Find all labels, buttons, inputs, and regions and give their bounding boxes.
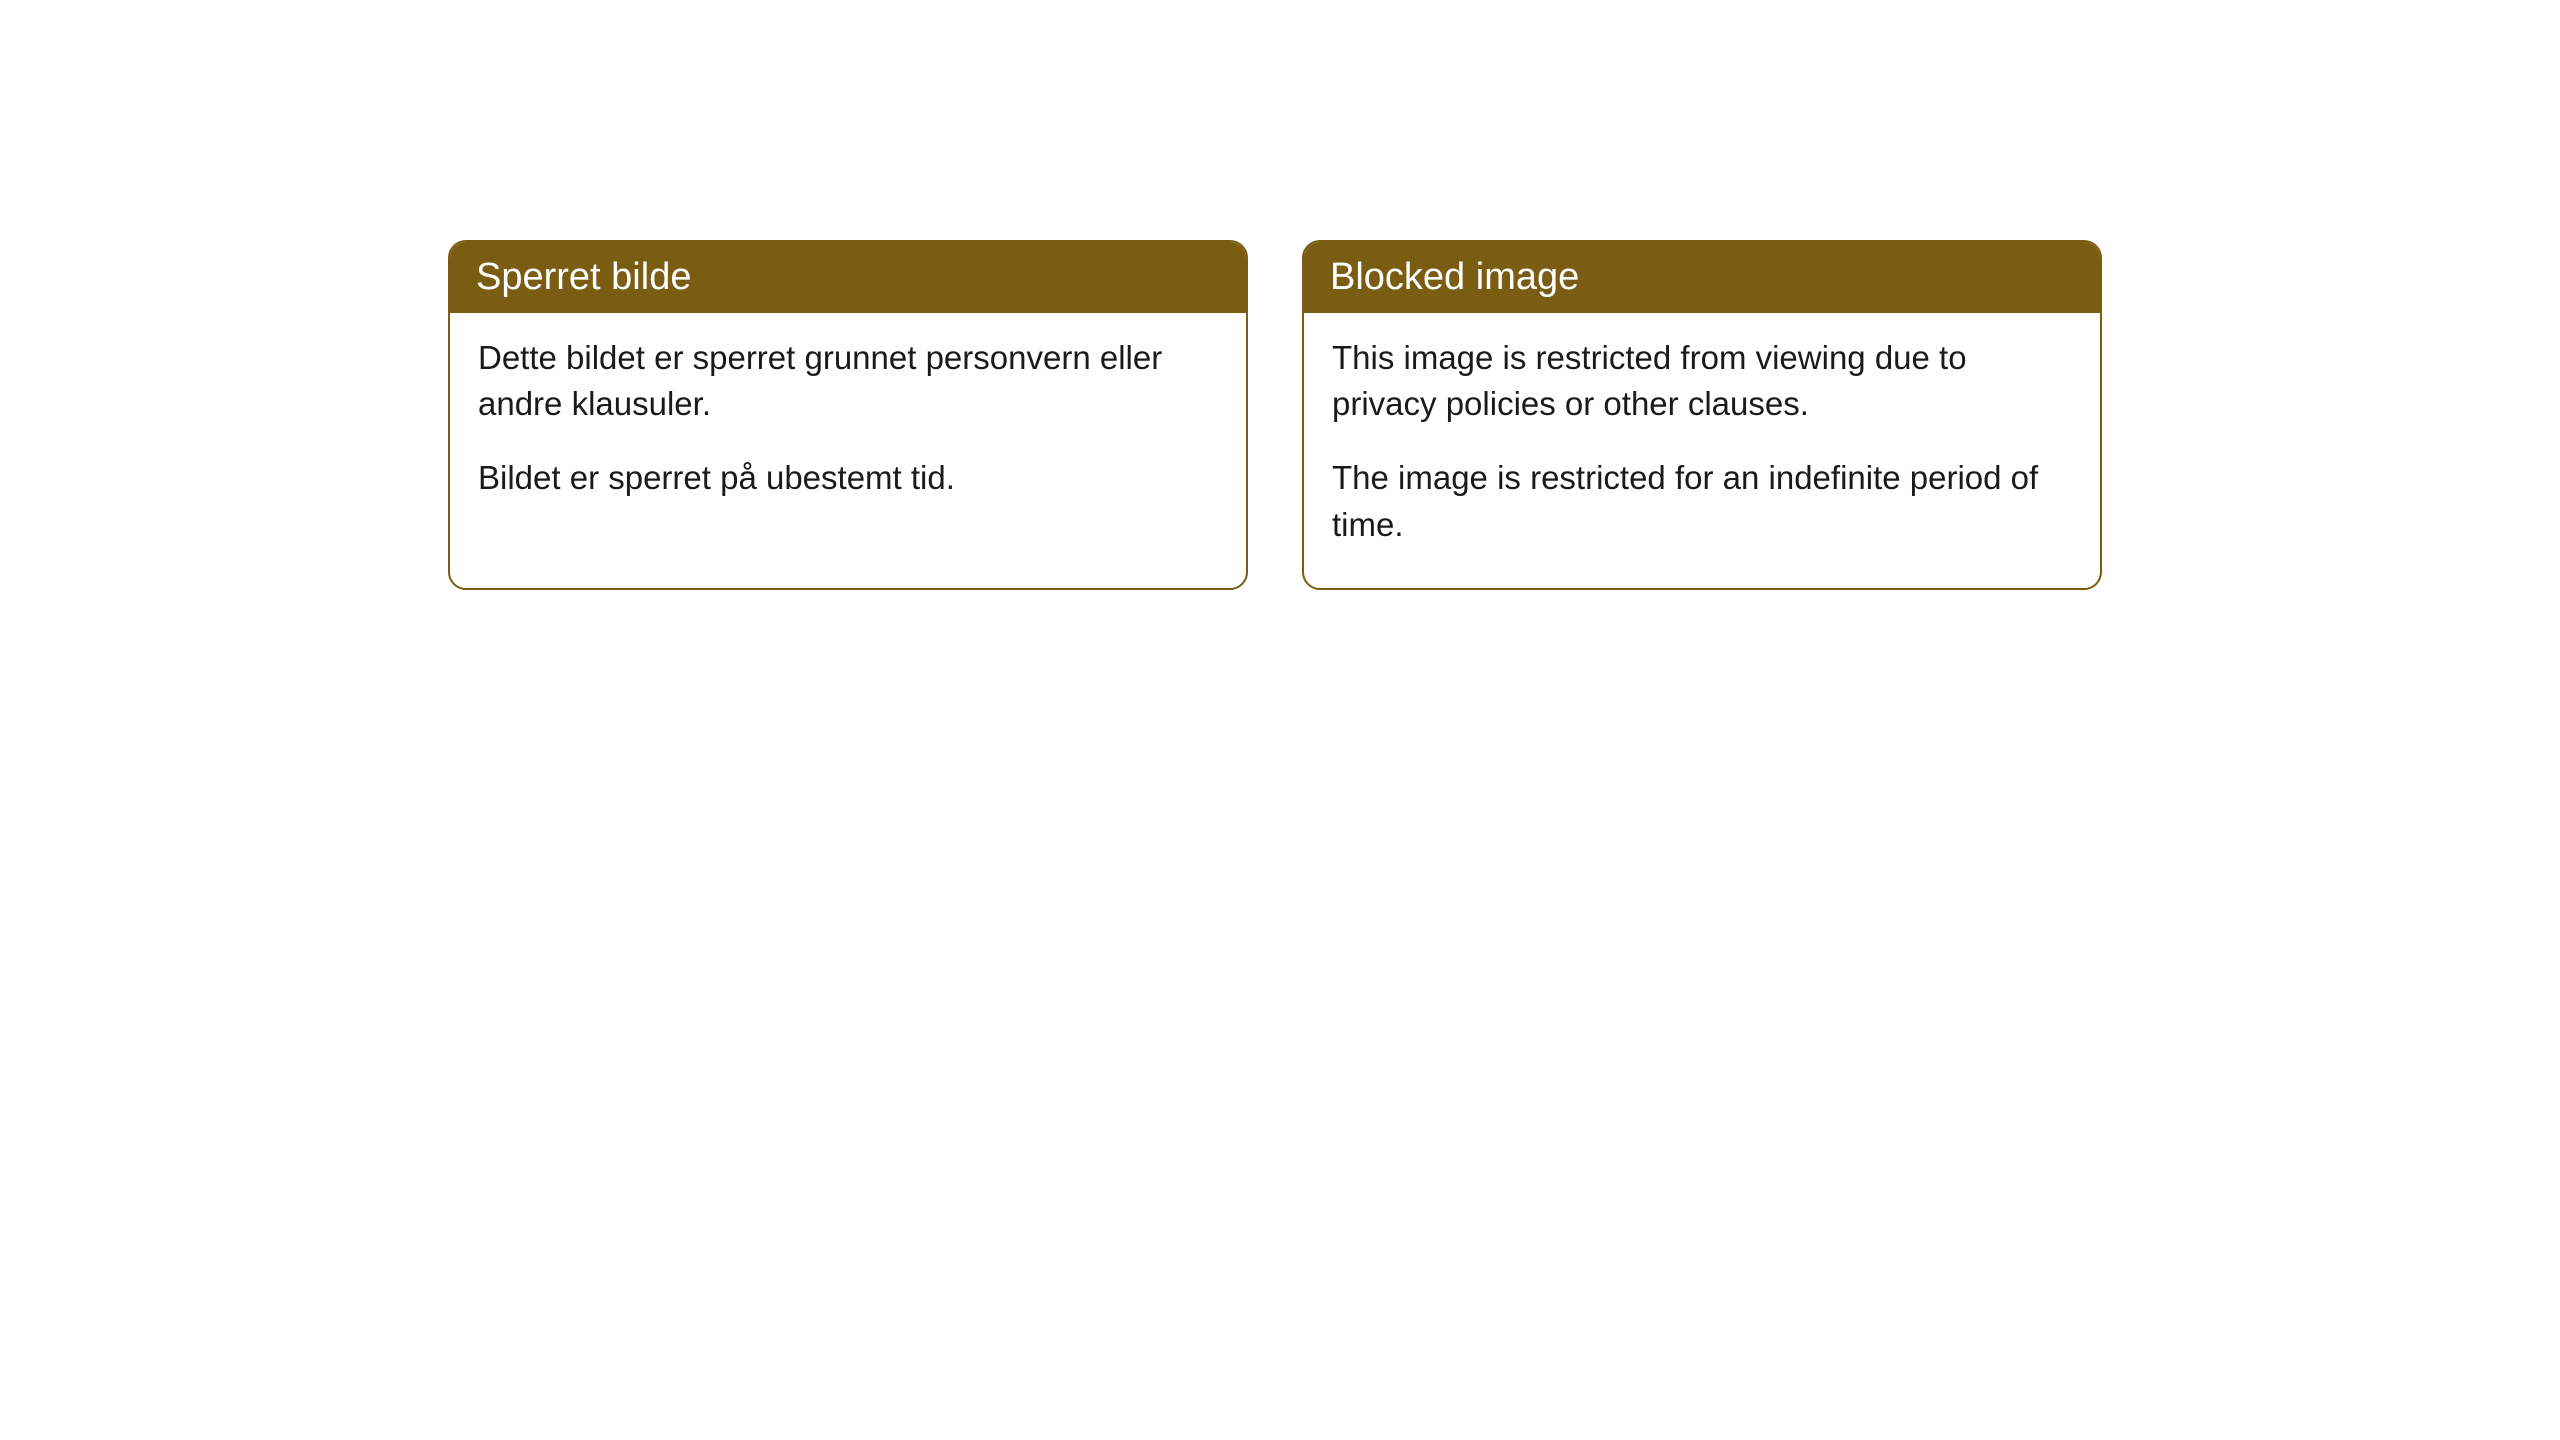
card-paragraph: This image is restricted from viewing du… <box>1332 335 2072 427</box>
card-body: This image is restricted from viewing du… <box>1304 313 2100 588</box>
card-title: Blocked image <box>1330 256 1579 298</box>
card-header: Sperret bilde <box>450 242 1246 313</box>
notice-card-english: Blocked image This image is restricted f… <box>1302 240 2102 590</box>
card-paragraph: The image is restricted for an indefinit… <box>1332 455 2072 547</box>
card-header: Blocked image <box>1304 242 2100 313</box>
notice-cards-container: Sperret bilde Dette bildet er sperret gr… <box>448 240 2102 590</box>
card-paragraph: Dette bildet er sperret grunnet personve… <box>478 335 1218 427</box>
card-body: Dette bildet er sperret grunnet personve… <box>450 313 1246 542</box>
card-paragraph: Bildet er sperret på ubestemt tid. <box>478 455 1218 501</box>
notice-card-norwegian: Sperret bilde Dette bildet er sperret gr… <box>448 240 1248 590</box>
card-title: Sperret bilde <box>476 256 691 298</box>
